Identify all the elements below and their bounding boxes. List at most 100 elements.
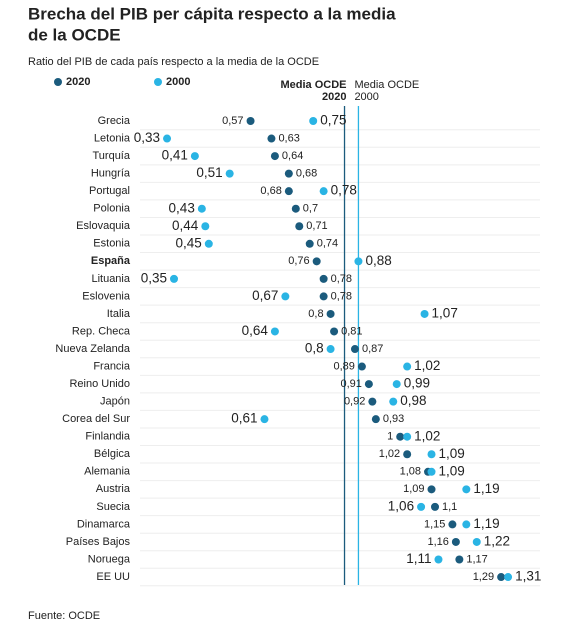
dot [451,537,460,546]
value-label: 0,76 [288,255,309,267]
value-label: 1,22 [484,534,510,549]
dot [319,187,328,196]
category-label: Grecia [98,115,131,127]
dot [403,362,412,371]
dot [472,537,481,546]
value-label: 1,29 [473,571,494,583]
value-label: 0,78 [331,273,352,285]
value-label: 1,08 [400,466,421,478]
dot [357,362,366,371]
value-label: 1,02 [414,358,440,373]
value-label: 1,15 [424,518,445,530]
value-label: 1,09 [439,463,465,478]
value-label: 0,81 [341,325,362,337]
dot [225,169,234,178]
legend-label: 2020 [66,76,90,88]
dot [417,502,426,511]
value-label: 0,57 [222,115,243,127]
value-label: 0,89 [333,360,354,372]
dot [364,380,373,389]
legend-label: 2000 [166,76,190,88]
dot [427,450,436,459]
value-label: 0,92 [344,396,365,408]
dot [281,292,290,301]
dot [330,327,339,336]
value-label: 0,99 [404,376,430,391]
dot [260,415,269,424]
dot [326,309,335,318]
dot [462,520,471,529]
value-label: 0,91 [340,378,361,390]
value-label: 0,75 [320,113,346,128]
value-label: 0,51 [196,165,222,180]
category-label: Alemania [84,466,131,478]
dot [389,397,398,406]
value-label: 0,7 [303,203,318,215]
value-label: 0,63 [278,132,299,144]
dot [326,345,335,354]
legend-marker [54,78,62,86]
value-label: 0,43 [169,200,195,215]
category-label: Finlandia [85,431,131,443]
dot [270,152,279,161]
value-label: 1,16 [427,536,448,548]
dot [284,169,293,178]
dot [190,152,199,161]
dot [497,573,506,582]
category-label: Noruega [88,553,131,565]
source: Fuente: OCDE [28,610,100,622]
value-label: 1,06 [388,498,414,513]
category-label: Bélgica [94,448,131,460]
value-label: 1 [387,431,393,443]
category-label: Rep. Checa [72,325,131,337]
dot [396,432,405,441]
dot [295,222,304,231]
value-label: 0,78 [331,290,352,302]
dot [371,415,380,424]
dot [354,257,363,266]
dot [284,187,293,196]
value-label: 0,33 [134,130,160,145]
dot [427,485,436,494]
value-label: 1,19 [473,516,499,531]
reference-label: 2000 [354,91,378,103]
value-label: 0,67 [252,288,278,303]
category-label: Estonia [93,238,131,250]
category-label: EE UU [96,571,130,583]
category-label: Reino Unido [69,378,130,390]
category-label: España [91,255,131,267]
chart-subtitle: Ratio del PIB de cada país respecto a la… [28,56,319,68]
reference-label: 2020 [322,91,346,103]
dot [197,204,206,213]
dot [420,309,429,318]
dot [427,467,436,476]
legend-marker [154,78,162,86]
category-label: Eslovenia [82,290,131,302]
dot [246,117,255,125]
value-label: 1,02 [379,448,400,460]
value-label: 0,8 [308,308,323,320]
value-label: 0,35 [141,270,167,285]
value-label: 0,44 [172,218,199,233]
value-label: 1,02 [414,428,440,443]
dot [431,502,439,511]
reference-label: Media OCDE [281,79,347,91]
dot [319,292,328,301]
dot [462,485,471,494]
value-label: 1,1 [442,501,457,513]
dot [392,380,401,389]
value-label: 0,68 [260,185,281,197]
value-label: 0,8 [305,341,324,356]
dot [309,117,318,125]
dot [204,239,213,248]
category-label: Países Bajos [66,536,131,548]
chart-title: Brecha del PIB per cápita respecto a la … [28,4,396,23]
category-label: Hungría [91,168,131,180]
dot [350,345,359,354]
dot [434,555,443,564]
category-label: Dinamarca [77,518,131,530]
category-label: Turquía [92,150,130,162]
value-label: 1,17 [466,553,487,565]
category-label: Japón [100,396,130,408]
dot [319,274,328,283]
